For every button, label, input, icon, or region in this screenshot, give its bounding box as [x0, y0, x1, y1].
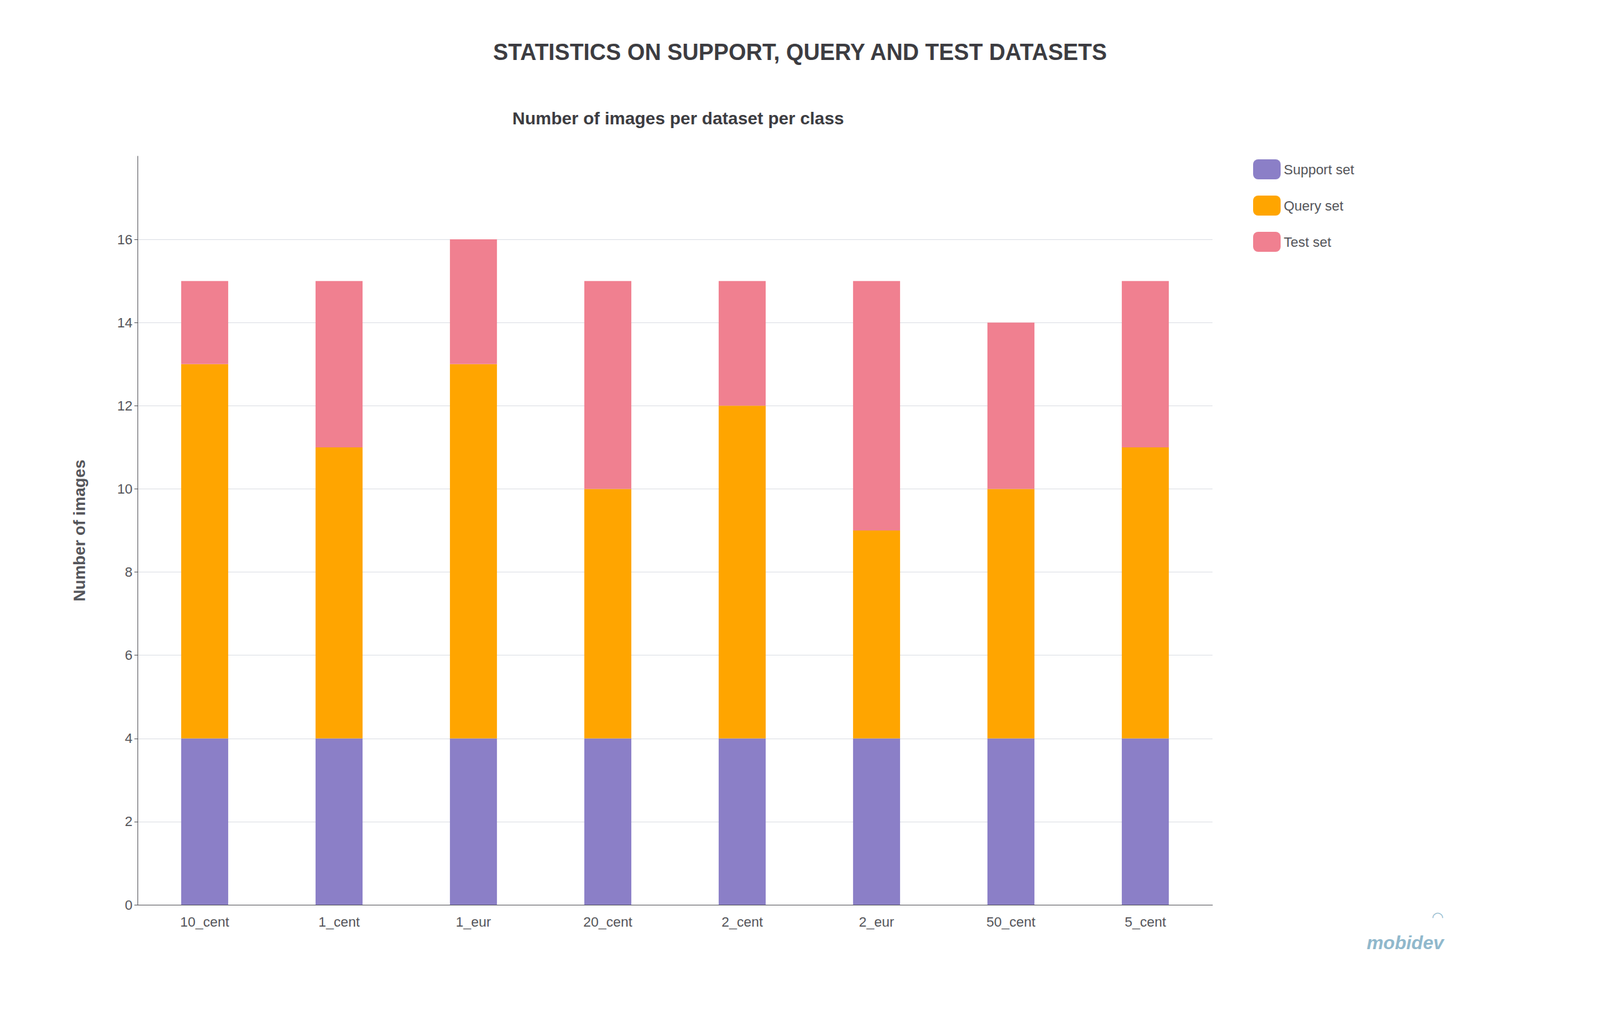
- svg-text:10: 10: [117, 481, 133, 497]
- svg-text:1_cent: 1_cent: [318, 914, 360, 930]
- svg-text:0: 0: [125, 897, 133, 914]
- svg-text:mobidev: mobidev: [1366, 932, 1446, 954]
- svg-text:50_cent: 50_cent: [986, 914, 1035, 930]
- svg-text:Number of images per dataset p: Number of images per dataset per class: [512, 108, 845, 129]
- svg-text:Test set: Test set: [1283, 234, 1332, 250]
- svg-text:6: 6: [125, 647, 133, 664]
- svg-text:◠: ◠: [1431, 909, 1444, 925]
- svg-text:2: 2: [125, 813, 133, 830]
- svg-text:12: 12: [117, 398, 133, 414]
- svg-text:STATISTICS ON SUPPORT, QUERY A: STATISTICS ON SUPPORT, QUERY AND TEST DA…: [493, 39, 1107, 65]
- svg-text:Query set: Query set: [1283, 198, 1344, 214]
- svg-text:2_eur: 2_eur: [858, 914, 894, 930]
- svg-text:4: 4: [125, 730, 133, 747]
- svg-text:Support set: Support set: [1283, 161, 1355, 178]
- svg-text:10_cent: 10_cent: [180, 914, 229, 930]
- svg-text:8: 8: [125, 564, 133, 580]
- svg-text:16: 16: [117, 231, 133, 248]
- svg-text:2_cent: 2_cent: [721, 914, 763, 930]
- svg-text:5_cent: 5_cent: [1124, 914, 1166, 930]
- svg-text:Number of images: Number of images: [70, 460, 89, 602]
- svg-text:14: 14: [117, 315, 133, 331]
- svg-text:1_eur: 1_eur: [455, 914, 491, 930]
- svg-text:20_cent: 20_cent: [583, 914, 632, 930]
